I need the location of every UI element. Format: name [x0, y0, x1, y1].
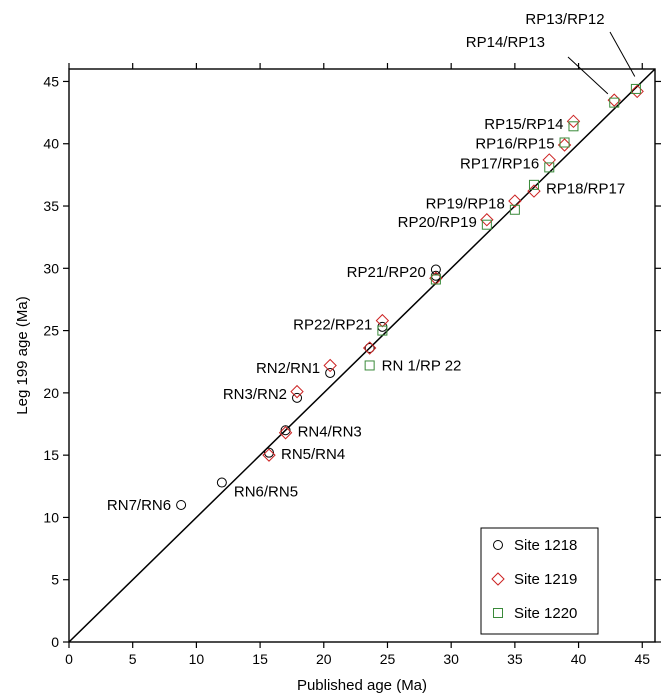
annotation-leader	[609, 31, 636, 77]
x-tick-label: 20	[316, 651, 332, 667]
y-axis-title: Leg 199 age (Ma)	[14, 296, 31, 414]
data-point	[176, 499, 187, 510]
x-tick-label: 10	[189, 651, 205, 667]
series-site-1219	[262, 84, 644, 462]
legend-marker	[491, 572, 505, 586]
legend-label: Site 1219	[514, 571, 577, 588]
data-point	[559, 137, 570, 148]
data-point	[278, 426, 293, 440]
y-tick-label: 40	[43, 136, 59, 152]
data-point	[362, 341, 377, 355]
data-point	[292, 392, 303, 403]
annotation-label: RP20/RP19	[398, 214, 477, 231]
data-point	[544, 162, 555, 173]
annotation-label: RP15/RP14	[484, 116, 563, 133]
annotation-label: RN6/RN5	[234, 484, 298, 501]
data-point	[508, 194, 522, 208]
annotation-label: RN4/RN3	[298, 423, 362, 440]
x-tick-label: 0	[65, 651, 73, 667]
data-point	[568, 121, 579, 132]
y-tick-label: 10	[43, 509, 59, 525]
data-point	[481, 219, 492, 230]
series-site-1218	[176, 264, 441, 510]
data-point	[480, 213, 494, 227]
legend-label: Site 1220	[514, 605, 577, 622]
series-site-1220	[364, 83, 641, 371]
legend-label: Site 1218	[514, 537, 577, 554]
data-point	[325, 367, 336, 378]
annotation-leader	[567, 56, 609, 95]
one-to-one-line	[68, 68, 656, 643]
x-tick-label: 45	[634, 651, 650, 667]
x-tick-label: 40	[571, 651, 587, 667]
x-tick-label: 5	[129, 651, 137, 667]
data-point	[377, 325, 388, 336]
annotation-label: RP13/RP12	[525, 11, 604, 28]
data-point	[280, 425, 291, 436]
x-tick-label: 35	[507, 651, 523, 667]
y-tick-label: 20	[43, 385, 59, 401]
y-tick-label: 0	[51, 634, 59, 650]
annotation-label: RP14/RP13	[466, 34, 545, 51]
y-tick-label: 30	[43, 260, 59, 276]
x-tick-label: 15	[252, 651, 268, 667]
data-point	[430, 274, 441, 285]
data-point	[364, 343, 375, 354]
annotation-label: RN5/RN4	[281, 446, 345, 463]
y-tick-label: 15	[43, 447, 59, 463]
data-point	[630, 84, 644, 99]
annotation-label: RP22/RP21	[293, 316, 372, 333]
x-tick-label: 25	[380, 651, 396, 667]
annotation-label: RN 1/RP 22	[382, 357, 462, 374]
annotation-label: RP21/RP20	[347, 264, 426, 281]
data-point	[566, 114, 581, 129]
annotation-label: RP16/RP15	[475, 136, 554, 153]
data-point	[542, 153, 556, 167]
data-point	[609, 97, 620, 108]
annotation-label: RN3/RN2	[223, 386, 287, 403]
data-point	[364, 360, 375, 371]
plot-frame	[68, 68, 656, 643]
plot-area: 0 5 10 15 20 25 30 35 40 45 0 5 10 15 20 25 30 35 40 45 RN7/…	[43, 11, 661, 667]
data-point	[262, 448, 276, 462]
annotation-label: RN2/RN1	[256, 360, 320, 377]
data-point	[509, 204, 520, 215]
annotation-label: RN7/RN6	[107, 497, 171, 514]
data-point	[375, 313, 390, 328]
x-axis-title: Published age (Ma)	[297, 677, 427, 694]
y-tick-label: 45	[43, 73, 59, 89]
legend-box	[480, 527, 599, 635]
data-point	[430, 264, 441, 275]
legend-marker	[493, 540, 503, 550]
y-tick-label: 5	[51, 572, 59, 588]
legend: Site 1218 Site 1219 Site 1220	[480, 527, 599, 635]
data-point	[216, 477, 227, 488]
legend-marker	[493, 608, 503, 618]
y-tick-label: 35	[43, 198, 59, 214]
data-point	[323, 358, 337, 373]
annotation-label: RP19/RP18	[426, 196, 505, 213]
data-point	[264, 447, 275, 458]
annotation-label: RP18/RP17	[546, 181, 625, 198]
y-tick-label: 25	[43, 323, 59, 339]
data-point	[528, 179, 539, 190]
annotation-label: RP17/RP16	[460, 156, 539, 173]
data-point	[630, 83, 641, 94]
x-tick-label: 30	[443, 651, 459, 667]
data-point	[290, 384, 304, 399]
